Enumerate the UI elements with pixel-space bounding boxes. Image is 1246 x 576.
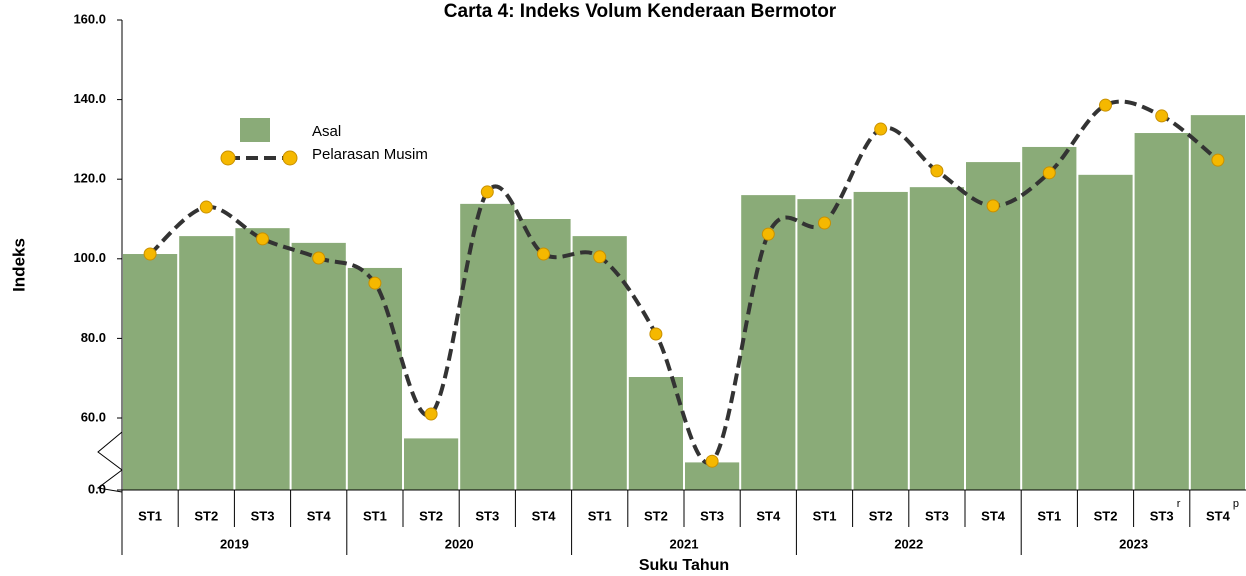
line-marker — [424, 407, 438, 421]
x-tick-label: ST2 — [419, 508, 443, 523]
x-tick-label: ST1 — [588, 508, 612, 523]
line-marker — [1155, 109, 1169, 123]
x-tick-label: ST3 — [1150, 508, 1174, 523]
bar — [460, 203, 515, 490]
bar — [1022, 146, 1077, 490]
bar — [853, 191, 908, 490]
line-marker — [761, 227, 775, 241]
x-tick-label: ST3 — [925, 508, 949, 523]
bar — [1190, 115, 1245, 490]
bar — [516, 219, 571, 490]
y-tick-label: 60.0 — [81, 409, 106, 424]
line — [148, 99, 1220, 465]
x-group-label: 2019 — [220, 536, 249, 551]
x-tick-label: ST4 — [532, 508, 557, 523]
x-tick-superscript: p — [1233, 498, 1239, 510]
line-marker — [930, 164, 944, 178]
bar — [628, 377, 683, 490]
line-marker — [1211, 153, 1225, 167]
y-tick-label: 80.0 — [81, 330, 106, 345]
line-marker — [368, 276, 382, 290]
x-group-label: 2023 — [1119, 536, 1148, 551]
line-marker — [1099, 98, 1112, 112]
x-tick-label: ST4 — [981, 508, 1006, 523]
bar — [404, 438, 459, 490]
x-tick-superscript: r — [1177, 498, 1181, 510]
legend-swatch — [240, 118, 270, 142]
bar — [909, 187, 964, 490]
y-tick-label: 120.0 — [73, 171, 106, 186]
x-tick-label: ST1 — [363, 508, 387, 523]
line-marker — [143, 247, 157, 261]
bar — [741, 195, 796, 490]
line-marker — [256, 232, 269, 246]
x-group-label: 2022 — [894, 536, 923, 551]
line-marker — [986, 199, 1000, 213]
y-axis-title: Indeks — [9, 238, 28, 292]
x-tick-label: ST2 — [1094, 508, 1118, 523]
chart-title: Carta 4: Indeks Volum Kenderaan Bermotor — [444, 1, 837, 22]
bar — [235, 228, 290, 491]
y-tick-label: 140.0 — [73, 91, 106, 106]
bar — [291, 242, 346, 490]
axis-break — [96, 431, 123, 493]
bar — [1078, 174, 1133, 490]
y-tick-label: 0.0 — [88, 481, 106, 496]
x-tick-label: ST1 — [1037, 508, 1061, 523]
bar — [572, 236, 627, 490]
x-tick-label: ST2 — [644, 508, 668, 523]
x-group-label: 2020 — [445, 536, 474, 551]
x-tick-label: ST4 — [307, 508, 332, 523]
legend-marker — [282, 150, 298, 166]
bar — [347, 267, 402, 490]
legend-label: Asal — [312, 123, 341, 140]
x-tick-label: ST2 — [194, 508, 218, 523]
bar — [966, 162, 1021, 490]
line-marker — [312, 251, 326, 265]
x-group-label: 2021 — [670, 536, 699, 551]
x-tick-label: ST1 — [138, 508, 162, 523]
x-tick-label: ST4 — [756, 508, 781, 523]
line-marker — [818, 216, 831, 230]
x-tick-label: ST3 — [700, 508, 724, 523]
y-tick-label: 100.0 — [73, 250, 106, 265]
bar — [1134, 133, 1189, 491]
line-marker — [537, 247, 550, 261]
legend-marker — [220, 150, 236, 166]
x-tick-label: ST2 — [869, 508, 893, 523]
line-marker — [705, 454, 719, 468]
line-marker — [649, 327, 663, 341]
y-tick-label: 160.0 — [73, 11, 106, 26]
x-axis-title: Suku Tahun — [639, 557, 729, 574]
x-tick-label: ST3 — [475, 508, 499, 523]
bar — [123, 254, 178, 490]
x-tick-label: ST4 — [1206, 508, 1231, 523]
bar — [179, 236, 234, 490]
legend-label: Pelarasan Musim — [312, 146, 428, 163]
x-tick-label: ST3 — [251, 508, 275, 523]
line-marker — [199, 200, 213, 214]
line-marker — [480, 185, 494, 199]
bar — [797, 199, 852, 490]
x-tick-label: ST1 — [813, 508, 837, 523]
line-marker — [1042, 166, 1056, 180]
line-marker — [593, 250, 607, 264]
line-marker — [874, 122, 888, 136]
